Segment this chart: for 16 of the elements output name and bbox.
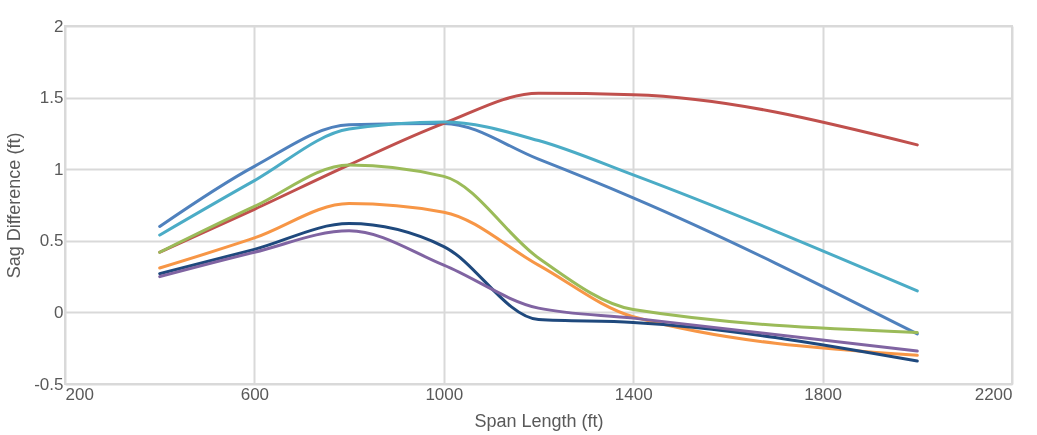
line-series	[158, 163, 919, 334]
y-tick-label: 1.5	[39, 88, 64, 108]
y-tick-label: 0	[54, 302, 64, 322]
x-tick-label: 2200	[974, 384, 1013, 404]
line-series	[158, 120, 919, 293]
x-tick-label: 600	[240, 384, 270, 404]
x-tick-label: 200	[65, 384, 94, 404]
y-axis-title: Sag Difference (ft)	[4, 132, 25, 279]
y-tick-label: 2	[54, 16, 64, 36]
x-tick-label: 1800	[804, 384, 843, 404]
y-tick-label: 1	[54, 159, 64, 179]
y-tick-label: -0.5	[34, 374, 64, 394]
x-tick-label: 1400	[614, 384, 653, 404]
x-axis-title: Span Length (ft)	[474, 410, 604, 431]
x-tick-label: 1000	[425, 384, 464, 404]
y-tick-label: 0.5	[39, 231, 64, 251]
